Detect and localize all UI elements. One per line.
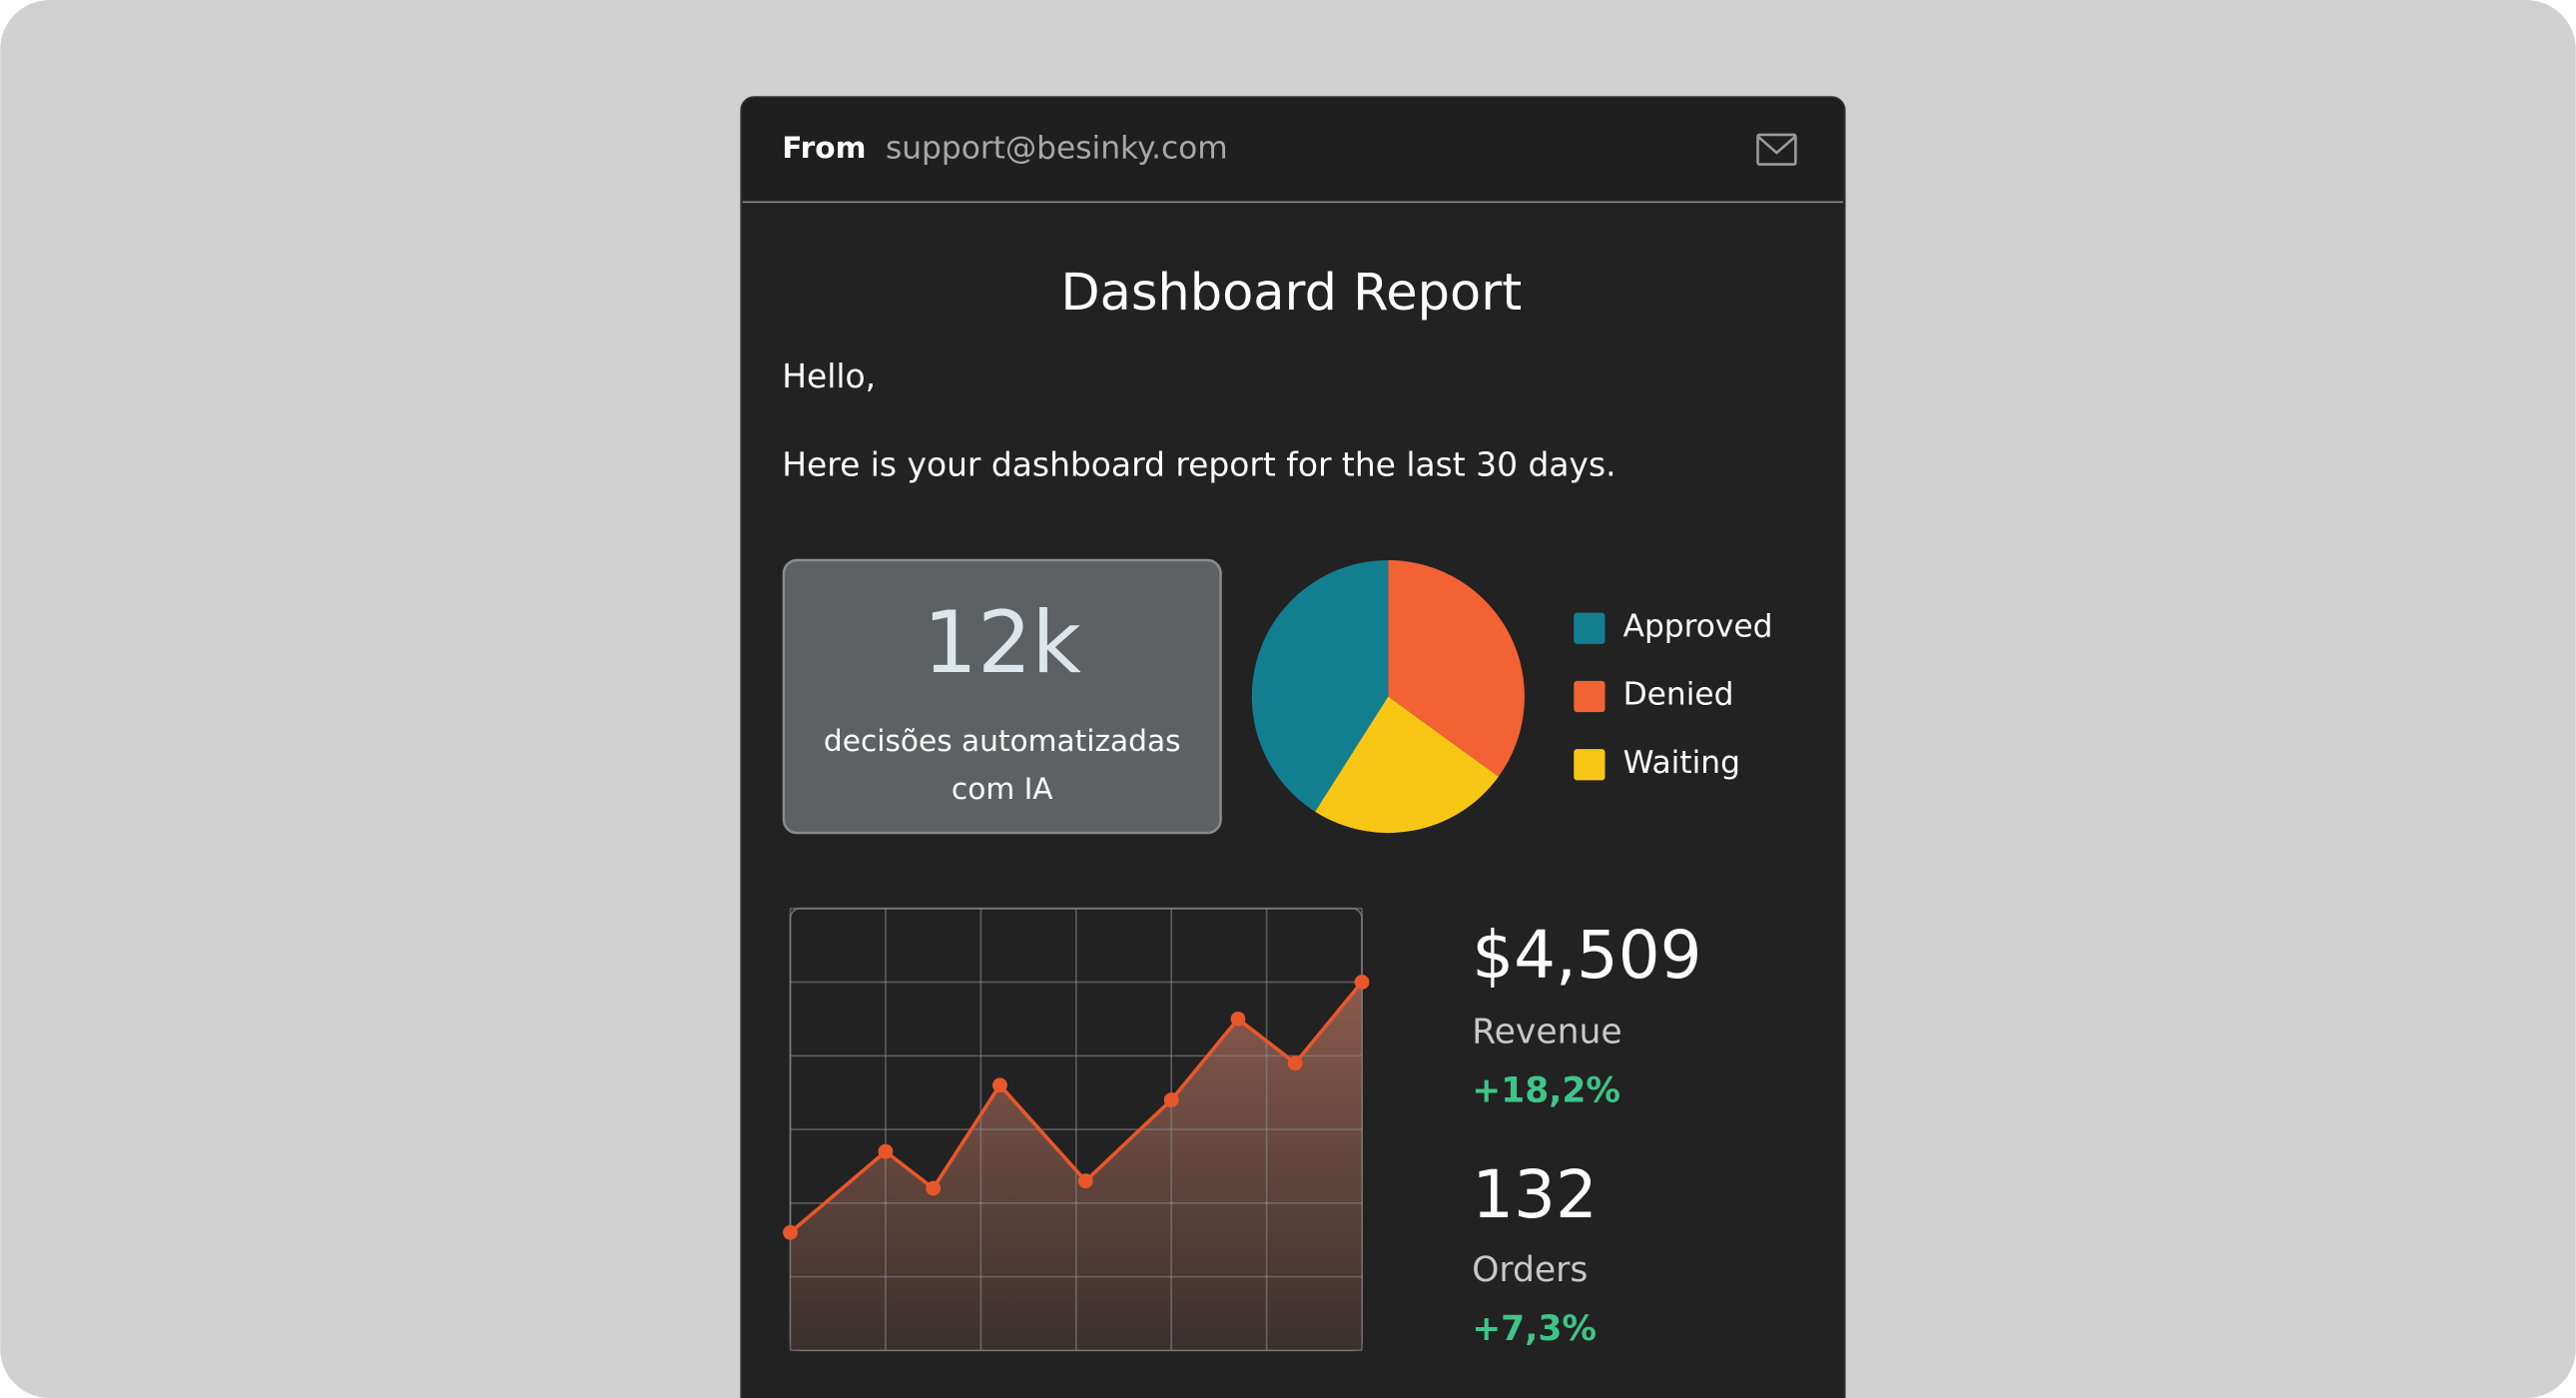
stat-value: 132: [1472, 1156, 1598, 1233]
data-point: [878, 1143, 894, 1159]
area-fill: [790, 982, 1363, 1351]
stat-value: $4,509: [1472, 917, 1701, 994]
legend-swatch: [1574, 680, 1606, 713]
legend-label: Approved: [1623, 608, 1773, 644]
highlight-card: [782, 558, 1222, 835]
data-point: [1230, 1011, 1246, 1027]
data-point: [783, 1224, 798, 1240]
legend-label: Waiting: [1623, 745, 1740, 781]
email-header: [742, 98, 1844, 203]
sender-email: support@besinky.com: [886, 131, 1228, 167]
data-point: [926, 1180, 942, 1196]
intro-text: Here is your dashboard report for the la…: [782, 445, 1615, 484]
data-point: [1287, 1055, 1303, 1071]
legend-label: Denied: [1623, 677, 1734, 713]
legend-swatch: [1574, 749, 1606, 781]
pie-slice: [1251, 559, 1389, 812]
greeting: Hello,: [782, 356, 876, 395]
from-label: From: [782, 131, 866, 165]
legend-swatch: [1574, 612, 1606, 644]
data-point: [1163, 1092, 1179, 1107]
report-title: Dashboard Report: [1060, 264, 1522, 323]
highlight-caption: decisões automatizadas: [824, 724, 1181, 758]
pie-slice: [1315, 696, 1499, 834]
data-point: [1354, 975, 1370, 990]
mail-icon[interactable]: [1756, 133, 1797, 166]
pie-slice: [1388, 559, 1525, 777]
highlight-value: 12k: [924, 594, 1082, 693]
stat-change: +7,3%: [1472, 1309, 1597, 1349]
stat-label: Orders: [1472, 1250, 1588, 1290]
highlight-caption: com IA: [952, 772, 1053, 806]
data-point: [992, 1077, 1007, 1093]
stat-label: Revenue: [1472, 1012, 1621, 1051]
stat-change: +18,2%: [1472, 1071, 1620, 1111]
data-point: [1077, 1173, 1093, 1189]
